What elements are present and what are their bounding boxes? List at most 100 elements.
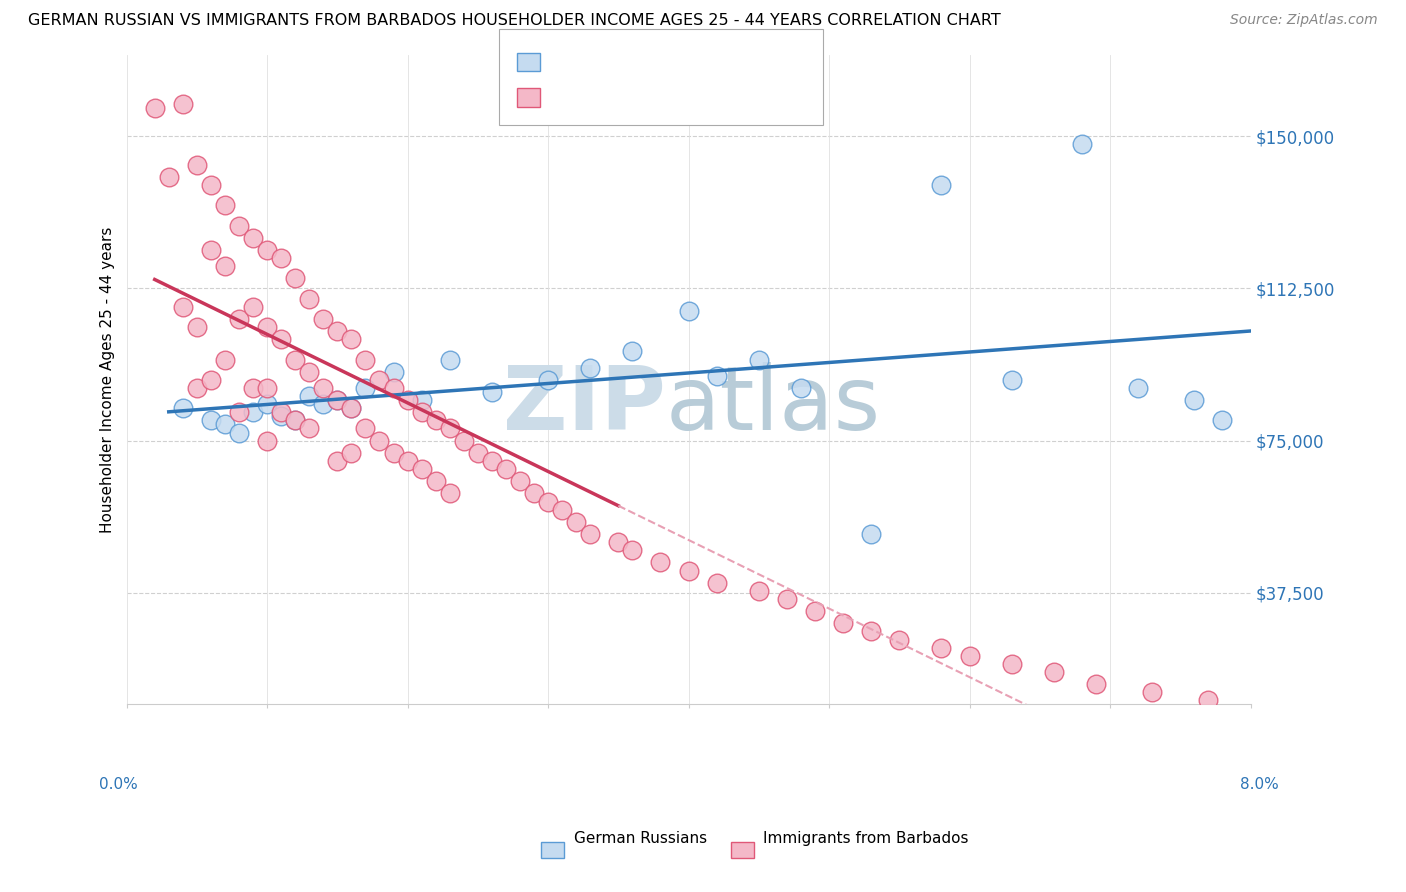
Point — [1001, 657, 1024, 671]
Text: R =  0.233   N =  31: R = 0.233 N = 31 — [548, 50, 703, 65]
Point — [326, 393, 349, 408]
Point — [537, 494, 560, 508]
Point — [551, 502, 574, 516]
Point — [242, 381, 264, 395]
Point — [959, 648, 981, 663]
Point — [860, 624, 883, 639]
Point — [256, 243, 278, 257]
Point — [298, 389, 321, 403]
Point — [889, 632, 911, 647]
Point — [579, 360, 602, 375]
Point — [495, 462, 517, 476]
Point — [439, 486, 461, 500]
Point — [298, 292, 321, 306]
Point — [396, 393, 419, 408]
Point — [312, 381, 335, 395]
Point — [256, 397, 278, 411]
Point — [242, 405, 264, 419]
Point — [326, 454, 349, 468]
Point — [523, 486, 546, 500]
Point — [439, 421, 461, 435]
Point — [214, 259, 236, 273]
Point — [748, 583, 770, 598]
Point — [312, 312, 335, 326]
Point — [1197, 693, 1219, 707]
Text: 0.0%: 0.0% — [98, 778, 138, 792]
Point — [1211, 413, 1233, 427]
Text: German Russians: German Russians — [574, 831, 707, 846]
Point — [270, 409, 292, 424]
Text: Immigrants from Barbados: Immigrants from Barbados — [763, 831, 969, 846]
Point — [284, 271, 307, 285]
Point — [1001, 373, 1024, 387]
Point — [143, 101, 166, 115]
Point — [607, 535, 630, 549]
Point — [256, 434, 278, 448]
Point — [340, 401, 363, 416]
Point — [1071, 137, 1094, 152]
Point — [425, 475, 447, 489]
Point — [368, 373, 391, 387]
Point — [1085, 677, 1108, 691]
Point — [284, 413, 307, 427]
Point — [172, 96, 194, 111]
Point — [354, 352, 377, 367]
Point — [340, 332, 363, 346]
Point — [284, 413, 307, 427]
Point — [200, 413, 222, 427]
Point — [256, 320, 278, 334]
Point — [298, 421, 321, 435]
Point — [242, 300, 264, 314]
Point — [200, 373, 222, 387]
Point — [453, 434, 475, 448]
Point — [621, 543, 644, 558]
Point — [186, 158, 208, 172]
Point — [228, 425, 250, 440]
Point — [931, 640, 953, 655]
Point — [312, 397, 335, 411]
Point — [368, 434, 391, 448]
Point — [284, 352, 307, 367]
Point — [157, 169, 180, 184]
Point — [200, 178, 222, 192]
Point — [706, 368, 728, 383]
Point — [340, 446, 363, 460]
Point — [425, 413, 447, 427]
Point — [382, 381, 405, 395]
Point — [537, 373, 560, 387]
Point — [706, 575, 728, 590]
Point — [186, 381, 208, 395]
Point — [411, 393, 433, 408]
Point — [172, 401, 194, 416]
Point — [1126, 381, 1149, 395]
Point — [411, 462, 433, 476]
Point — [776, 591, 799, 606]
Point — [748, 352, 770, 367]
Point — [172, 300, 194, 314]
Point — [467, 446, 489, 460]
Point — [678, 564, 700, 578]
Point — [1043, 665, 1066, 679]
Point — [270, 332, 292, 346]
Point — [678, 303, 700, 318]
Point — [860, 527, 883, 541]
Text: ZIP: ZIP — [503, 362, 666, 450]
Point — [214, 417, 236, 432]
Point — [579, 527, 602, 541]
Text: Source: ZipAtlas.com: Source: ZipAtlas.com — [1230, 13, 1378, 28]
Text: R = -0.265   N =  82: R = -0.265 N = 82 — [548, 86, 703, 101]
Point — [1140, 685, 1163, 699]
Point — [621, 344, 644, 359]
Text: atlas: atlas — [666, 362, 882, 450]
Point — [411, 405, 433, 419]
Point — [354, 421, 377, 435]
Point — [228, 219, 250, 233]
Point — [396, 454, 419, 468]
Point — [270, 251, 292, 265]
Point — [650, 556, 672, 570]
Point — [326, 393, 349, 408]
Point — [931, 178, 953, 192]
Point — [565, 515, 588, 529]
Point — [186, 320, 208, 334]
Point — [481, 384, 503, 399]
